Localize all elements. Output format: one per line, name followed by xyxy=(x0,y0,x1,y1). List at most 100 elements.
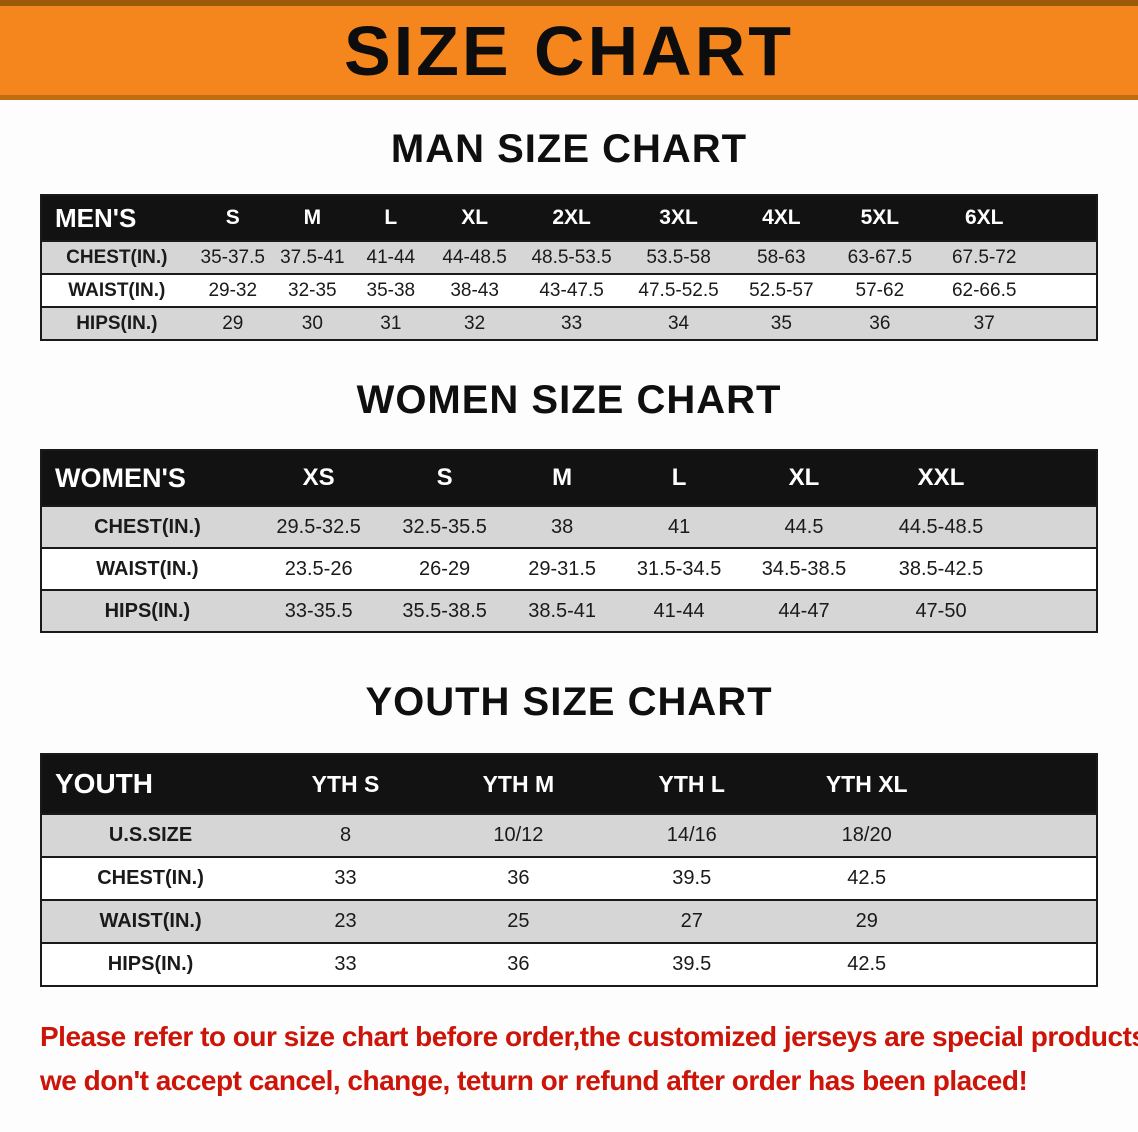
value-cell: 35-38 xyxy=(366,279,416,301)
value-cell: 10/12 xyxy=(493,824,544,846)
row-label-cell: HIPS(IN.) xyxy=(107,953,194,975)
value-cell: 38.5-41 xyxy=(528,599,597,622)
size-column-header: 4XL xyxy=(762,206,801,229)
value-cell: 25 xyxy=(507,910,530,932)
disclaimer-line-1: Please refer to our size chart before or… xyxy=(40,1021,1138,1052)
value-cell: 38.5-42.5 xyxy=(898,557,984,580)
size-column-header: XL xyxy=(461,206,489,229)
size-column-header: S xyxy=(225,206,240,229)
table-row: CHEST(IN.) 35-37.5 37.5-41 41-44 44-48.5 48.5… xyxy=(42,240,1096,273)
size-column-header: YTH XL xyxy=(825,770,908,797)
value-cell: 34.5-38.5 xyxy=(761,557,847,580)
table-row: WAIST(IN.) 23 25 27 29 xyxy=(42,899,1096,942)
value-cell: 32 xyxy=(464,312,486,334)
value-cell: 52.5-57 xyxy=(749,279,814,301)
men-section: MAN SIZE CHART MEN'S S M L XL 2XL 3XL 4XL 5XL 6XL… xyxy=(0,126,1138,341)
value-cell: 29 xyxy=(222,312,244,334)
table-title-cell: YOUTH xyxy=(55,768,153,799)
value-cell: 31 xyxy=(380,312,402,334)
table-header-row: MEN'S S M L XL 2XL 3XL 4XL 5XL 6XL xyxy=(42,196,1096,240)
value-cell: 42.5 xyxy=(847,953,887,975)
value-cell: 35 xyxy=(770,312,792,334)
table-row: WAIST(IN.) 29-32 32-35 35-38 38-43 43-47.5 47.… xyxy=(42,273,1096,306)
table-row: HIPS(IN.) 33-35.5 35.5-38.5 38.5-41 41-44 44-… xyxy=(42,589,1096,631)
women-size-table: WOMEN'S XS S M L XL XXL CHEST(IN.) 29.5-32.5 32.5… xyxy=(40,449,1098,633)
table-row: HIPS(IN.) 29 30 31 32 33 34 35 36 37 xyxy=(42,306,1096,339)
value-cell: 29-31.5 xyxy=(528,557,597,580)
value-cell: 67.5-72 xyxy=(951,246,1017,268)
men-size-table: MEN'S S M L XL 2XL 3XL 4XL 5XL 6XL CHEST(IN.) 35-37… xyxy=(40,194,1098,341)
value-cell: 44-47 xyxy=(778,599,830,622)
value-cell: 63-67.5 xyxy=(847,246,913,268)
value-cell: 33 xyxy=(561,312,583,334)
value-cell: 36 xyxy=(507,867,530,889)
value-cell: 35-37.5 xyxy=(200,246,265,268)
row-label-cell: HIPS(IN.) xyxy=(76,312,158,334)
value-cell: 18/20 xyxy=(841,824,892,846)
row-label-cell: CHEST(IN.) xyxy=(66,246,168,268)
youth-size-table: YOUTH YTH S YTH M YTH L YTH XL U.S.SIZE 8 10/12… xyxy=(40,753,1098,987)
page-title: SIZE CHART xyxy=(344,11,794,90)
table-row: CHEST(IN.) 33 36 39.5 42.5 xyxy=(42,856,1096,899)
women-heading: WOMEN SIZE CHART xyxy=(356,378,782,422)
value-cell: 44.5 xyxy=(784,515,824,538)
row-label-cell: WAIST(IN.) xyxy=(68,279,166,301)
women-section: WOMEN SIZE CHART WOMEN'S XS S M L XL XXL CHEST(… xyxy=(0,377,1138,633)
table-header-row: WOMEN'S XS S M L XL XXL xyxy=(42,451,1096,505)
value-cell: 38 xyxy=(551,515,574,538)
size-column-header: XS xyxy=(302,464,335,491)
disclaimer: Please refer to our size chart before or… xyxy=(40,1015,1138,1103)
size-column-header: XXL xyxy=(917,464,965,491)
row-label-cell: U.S.SIZE xyxy=(108,824,193,846)
value-cell: 43-47.5 xyxy=(539,279,604,301)
value-cell: 29.5-32.5 xyxy=(276,515,361,538)
value-cell: 8 xyxy=(339,824,352,846)
value-cell: 58-63 xyxy=(757,246,806,268)
value-cell: 36 xyxy=(507,953,530,975)
value-cell: 27 xyxy=(680,910,703,932)
value-cell: 33 xyxy=(334,867,357,889)
value-cell: 31.5-34.5 xyxy=(636,557,722,580)
value-cell: 39.5 xyxy=(672,953,712,975)
value-cell: 26-29 xyxy=(419,557,471,580)
men-heading: MAN SIZE CHART xyxy=(390,127,748,171)
size-column-header: XL xyxy=(788,464,820,491)
value-cell: 38-43 xyxy=(450,279,499,301)
row-label-cell: CHEST(IN.) xyxy=(94,515,201,538)
value-cell: 53.5-58 xyxy=(646,246,711,268)
value-cell: 47-50 xyxy=(915,599,967,622)
size-column-header: L xyxy=(671,464,687,491)
value-cell: 33 xyxy=(334,953,357,975)
value-cell: 30 xyxy=(301,312,323,334)
value-cell: 14/16 xyxy=(666,824,717,846)
row-label-cell: WAIST(IN.) xyxy=(96,557,199,580)
size-column-header: 3XL xyxy=(659,206,698,229)
size-column-header: 5XL xyxy=(860,206,900,229)
size-column-header: YTH L xyxy=(658,770,725,797)
size-column-header: M xyxy=(552,464,573,491)
value-cell: 44-48.5 xyxy=(442,246,507,268)
value-cell: 36 xyxy=(869,312,891,334)
value-cell: 39.5 xyxy=(672,867,712,889)
table-title-cell: WOMEN'S xyxy=(55,462,186,493)
value-cell: 42.5 xyxy=(847,867,887,889)
value-cell: 33-35.5 xyxy=(284,599,353,622)
value-cell: 23.5-26 xyxy=(284,557,353,580)
value-cell: 32.5-35.5 xyxy=(402,515,487,538)
value-cell: 37 xyxy=(973,312,995,334)
value-cell: 35.5-38.5 xyxy=(402,599,487,622)
row-label-cell: HIPS(IN.) xyxy=(104,599,191,622)
table-row: HIPS(IN.) 33 36 39.5 42.5 xyxy=(42,942,1096,985)
youth-section: YOUTH SIZE CHART YOUTH YTH S YTH M YTH L YTH… xyxy=(0,679,1138,987)
table-row: CHEST(IN.) 29.5-32.5 32.5-35.5 38 41 44.5 44.5… xyxy=(42,505,1096,547)
size-column-header: L xyxy=(384,206,398,229)
table-title-cell: MEN'S xyxy=(55,202,137,233)
size-column-header: 6XL xyxy=(964,206,1004,229)
value-cell: 34 xyxy=(667,312,690,334)
value-cell: 44.5-48.5 xyxy=(898,515,984,538)
size-column-header: YTH S xyxy=(311,770,380,797)
table-row: U.S.SIZE 8 10/12 14/16 18/20 xyxy=(42,813,1096,856)
value-cell: 41 xyxy=(667,515,691,538)
value-cell: 32-35 xyxy=(288,279,337,301)
